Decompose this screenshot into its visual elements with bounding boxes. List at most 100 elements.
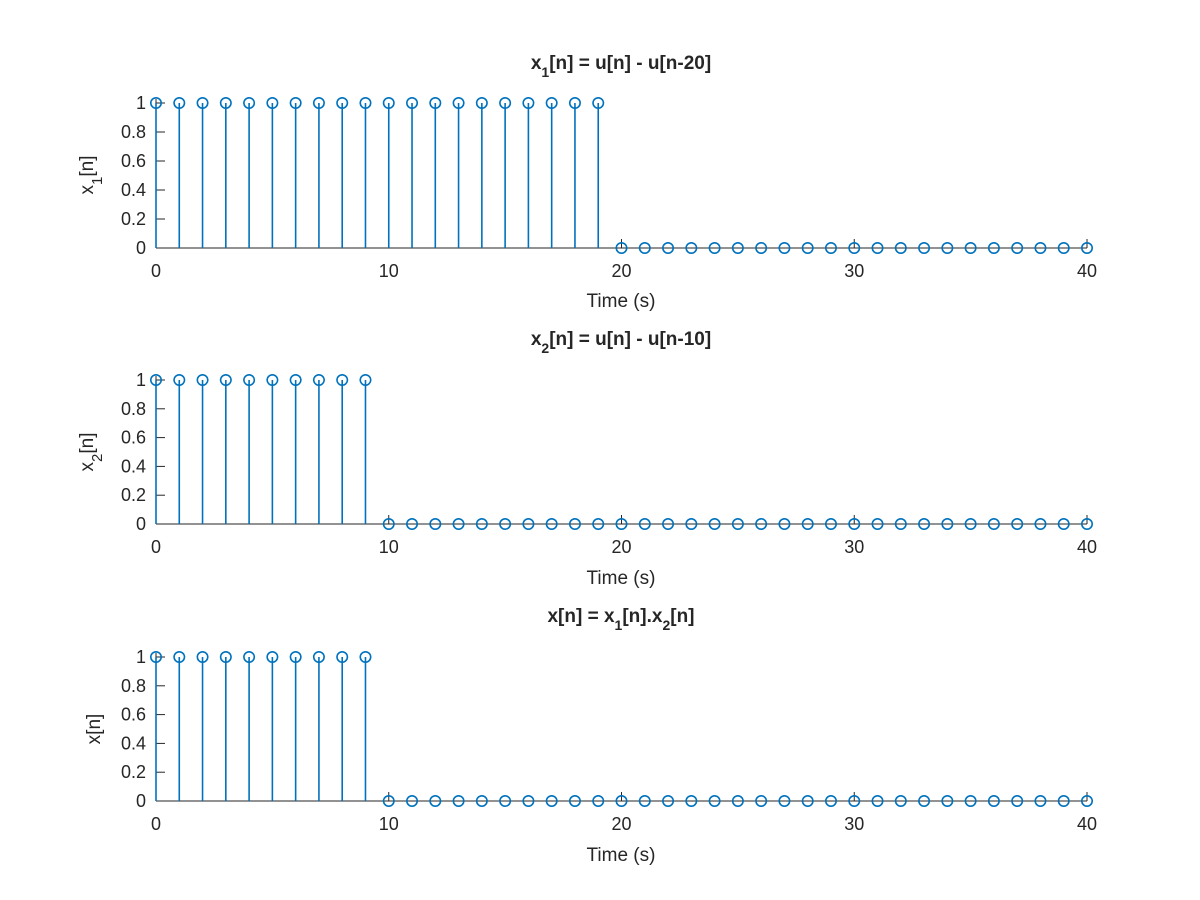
stem-marker [755, 517, 768, 530]
stem-marker [243, 97, 256, 110]
stem-marker [545, 97, 558, 110]
y-tick-label: 0.6 [121, 705, 146, 725]
stem-marker [382, 517, 395, 530]
stem-marker [336, 97, 349, 110]
stem-marker [243, 650, 256, 663]
stem-marker [568, 517, 581, 530]
stem-marker [475, 517, 488, 530]
stem-marker [359, 373, 372, 386]
stem-marker [801, 794, 814, 807]
stem-marker [871, 517, 884, 530]
stem-marker [475, 97, 488, 110]
stem-marker [987, 242, 1000, 255]
stem-marker [848, 517, 861, 530]
stem-marker [662, 517, 675, 530]
y-tick-label: 0.2 [121, 209, 146, 229]
stem-marker [755, 794, 768, 807]
stem-marker [406, 794, 419, 807]
subplot-3-ylabel: x[n] [84, 714, 105, 745]
stem-marker [731, 517, 744, 530]
stem-marker [685, 242, 698, 255]
stem-marker [243, 373, 256, 386]
stem-marker [638, 517, 651, 530]
stem-marker [708, 794, 721, 807]
y-tick-label: 0.6 [121, 428, 146, 448]
x-tick-label: 20 [611, 537, 631, 557]
stem-marker [499, 97, 512, 110]
stem-marker [522, 517, 535, 530]
stem-marker [266, 650, 279, 663]
stem-marker [522, 97, 535, 110]
stem-marker [918, 794, 931, 807]
x-tick-label: 0 [151, 537, 161, 557]
stem-marker [219, 373, 232, 386]
stem-marker [848, 242, 861, 255]
stem-marker [592, 517, 605, 530]
x-tick-label: 10 [379, 261, 399, 281]
stem-marker [708, 517, 721, 530]
stem-marker [1011, 517, 1024, 530]
stem-marker [452, 517, 465, 530]
stem-marker [545, 794, 558, 807]
stem-marker [941, 517, 954, 530]
stem-marker [312, 97, 325, 110]
stem-marker [615, 794, 628, 807]
subplot-1-ylabel: x1[n] [77, 156, 106, 195]
x-tick-label: 40 [1077, 537, 1097, 557]
stem-marker [638, 242, 651, 255]
y-tick-label: 0.6 [121, 151, 146, 171]
subplot-2-ylabel: x2[n] [77, 433, 106, 472]
stem-marker [1081, 517, 1094, 530]
stem-marker [359, 650, 372, 663]
subplot-2: x2[n] = u[n] - u[n-10] x2[n] Time (s) 00… [77, 329, 1097, 589]
stem-marker [429, 97, 442, 110]
x-tick-label: 10 [379, 537, 399, 557]
stem-marker [894, 242, 907, 255]
stem-marker [1081, 794, 1094, 807]
stem-marker [499, 517, 512, 530]
x-tick-label: 30 [844, 537, 864, 557]
stem-marker [731, 794, 744, 807]
stem-marker [824, 517, 837, 530]
stem-marker [499, 794, 512, 807]
stem-marker [196, 97, 209, 110]
stem-marker [824, 242, 837, 255]
subplot-1-title: x1[n] = u[n] - u[n-20] [531, 53, 711, 80]
x-tick-label: 20 [611, 261, 631, 281]
stem-marker [1057, 517, 1070, 530]
stem-marker [196, 650, 209, 663]
stem-marker [615, 242, 628, 255]
y-tick-label: 0 [136, 514, 146, 534]
x-tick-label: 30 [844, 261, 864, 281]
stem-marker [219, 650, 232, 663]
y-tick-label: 0 [136, 791, 146, 811]
y-tick-label: 0.4 [121, 180, 146, 200]
stem-marker [382, 794, 395, 807]
stem-marker [964, 242, 977, 255]
x-tick-label: 30 [844, 814, 864, 834]
stem-marker [1034, 794, 1047, 807]
stem-marker [568, 97, 581, 110]
stem-marker [638, 794, 651, 807]
x-tick-label: 0 [151, 261, 161, 281]
x-tick-label: 10 [379, 814, 399, 834]
stem-marker [592, 794, 605, 807]
stem-marker [685, 794, 698, 807]
stem-marker [662, 242, 675, 255]
stem-marker [522, 794, 535, 807]
stem-marker [778, 242, 791, 255]
stem-marker [1057, 242, 1070, 255]
y-tick-label: 1 [136, 370, 146, 390]
x-tick-label: 40 [1077, 261, 1097, 281]
stem-marker [987, 794, 1000, 807]
stem-marker [266, 373, 279, 386]
stem-marker [406, 517, 419, 530]
stem-marker [336, 650, 349, 663]
stem-marker [918, 517, 931, 530]
stem-marker [755, 242, 768, 255]
subplot-1-xlabel: Time (s) [587, 291, 656, 312]
y-tick-label: 0.4 [121, 733, 146, 753]
stem-marker [312, 373, 325, 386]
stem-marker [685, 517, 698, 530]
subplot-3-xlabel: Time (s) [587, 845, 656, 866]
